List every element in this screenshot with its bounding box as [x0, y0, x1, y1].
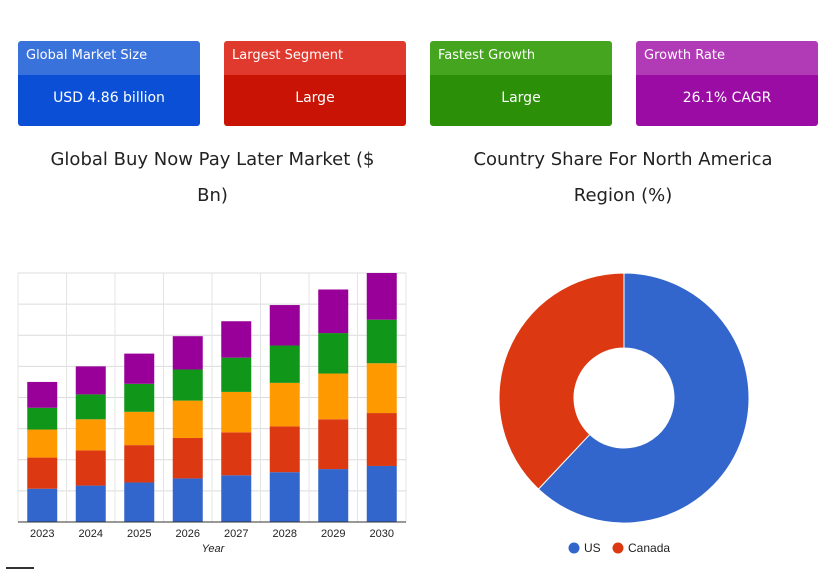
bar-segment [269, 382, 300, 427]
kpi-card-label: Global Market Size [18, 41, 200, 75]
legend-label: US [584, 541, 601, 555]
bar-segment [75, 419, 106, 451]
bar-segment [366, 465, 397, 522]
bar-segment [172, 400, 203, 438]
bar-segment [221, 475, 252, 522]
bar-chart-title: Global Buy Now Pay Later Market ($ Bn) [50, 149, 375, 206]
bar-segment [124, 482, 155, 522]
bar-segment [221, 391, 252, 433]
x-tick-label: 2026 [176, 528, 200, 540]
x-tick-label: 2025 [127, 528, 151, 540]
kpi-card-largest-segment: Largest Segment Large [224, 41, 406, 126]
donut-slice-us [537, 272, 750, 524]
donut-slice-canada [498, 272, 625, 490]
bar-segment [75, 394, 106, 420]
donut-chart: US Canada [498, 272, 750, 555]
kpi-card-label: Growth Rate [636, 41, 818, 75]
legend-swatch [568, 542, 580, 554]
x-axis-title: Year [202, 543, 226, 555]
kpi-card-market-size: Global Market Size USD 4.86 billion [18, 41, 200, 126]
x-tick-label: 2024 [79, 528, 103, 540]
bar-segment [221, 321, 252, 358]
bar-segment [27, 407, 58, 430]
kpi-card-label: Fastest Growth [430, 41, 612, 75]
donut-chart-title: Country Share For North America Region (… [473, 149, 773, 206]
kpi-card-value: Large [224, 75, 406, 126]
x-tick-label: 2028 [273, 528, 297, 540]
corner-dash [6, 567, 34, 569]
bar-segment [318, 373, 349, 420]
legend-label: Canada [628, 541, 670, 555]
bar-segment [318, 469, 349, 522]
stacked-bar-chart: 2023 2024 2025 2026 2027 2028 2029 2030 Year [17, 272, 407, 555]
x-tick-label: 2027 [224, 528, 248, 540]
bar-segment [366, 319, 397, 364]
x-tick-label: 2029 [321, 528, 345, 540]
bar-segment [366, 363, 397, 414]
bar-segment [318, 333, 349, 374]
bar-segment [172, 369, 203, 401]
bar-segment [27, 457, 58, 489]
bar-segment [124, 445, 155, 483]
bar-segment [124, 353, 155, 384]
kpi-card-value: USD 4.86 billion [18, 75, 200, 126]
bar-segment [124, 411, 155, 446]
bar-segment [75, 450, 106, 486]
bar-segment [27, 429, 58, 458]
bar-segment [221, 432, 252, 476]
bar-segment [221, 357, 252, 392]
kpi-card-label: Largest Segment [224, 41, 406, 75]
x-tick-label: 2030 [370, 528, 394, 540]
bar-segment [172, 478, 203, 522]
bar-segment [269, 472, 300, 522]
bar-segment [366, 413, 397, 466]
bar-segment [269, 426, 300, 473]
bar-segment [269, 345, 300, 383]
kpi-card-fastest-growth: Fastest Growth Large [430, 41, 612, 126]
bar-segment [27, 381, 58, 408]
x-tick-label: 2023 [30, 528, 54, 540]
bar-segment [172, 336, 203, 370]
kpi-card-value: Large [430, 75, 612, 126]
bar-segment [318, 419, 349, 470]
kpi-card-growth-rate: Growth Rate 26.1% CAGR [636, 41, 818, 126]
legend-swatch [612, 542, 624, 554]
bar-segment [366, 273, 397, 320]
bar-segment [27, 488, 58, 522]
bar-segment [75, 366, 106, 395]
bar-segment [318, 289, 349, 334]
bar-segment [269, 305, 300, 346]
kpi-card-value: 26.1% CAGR [636, 75, 818, 126]
bar-segment [124, 383, 155, 412]
bar-segment [75, 485, 106, 522]
bar-segment [172, 437, 203, 479]
